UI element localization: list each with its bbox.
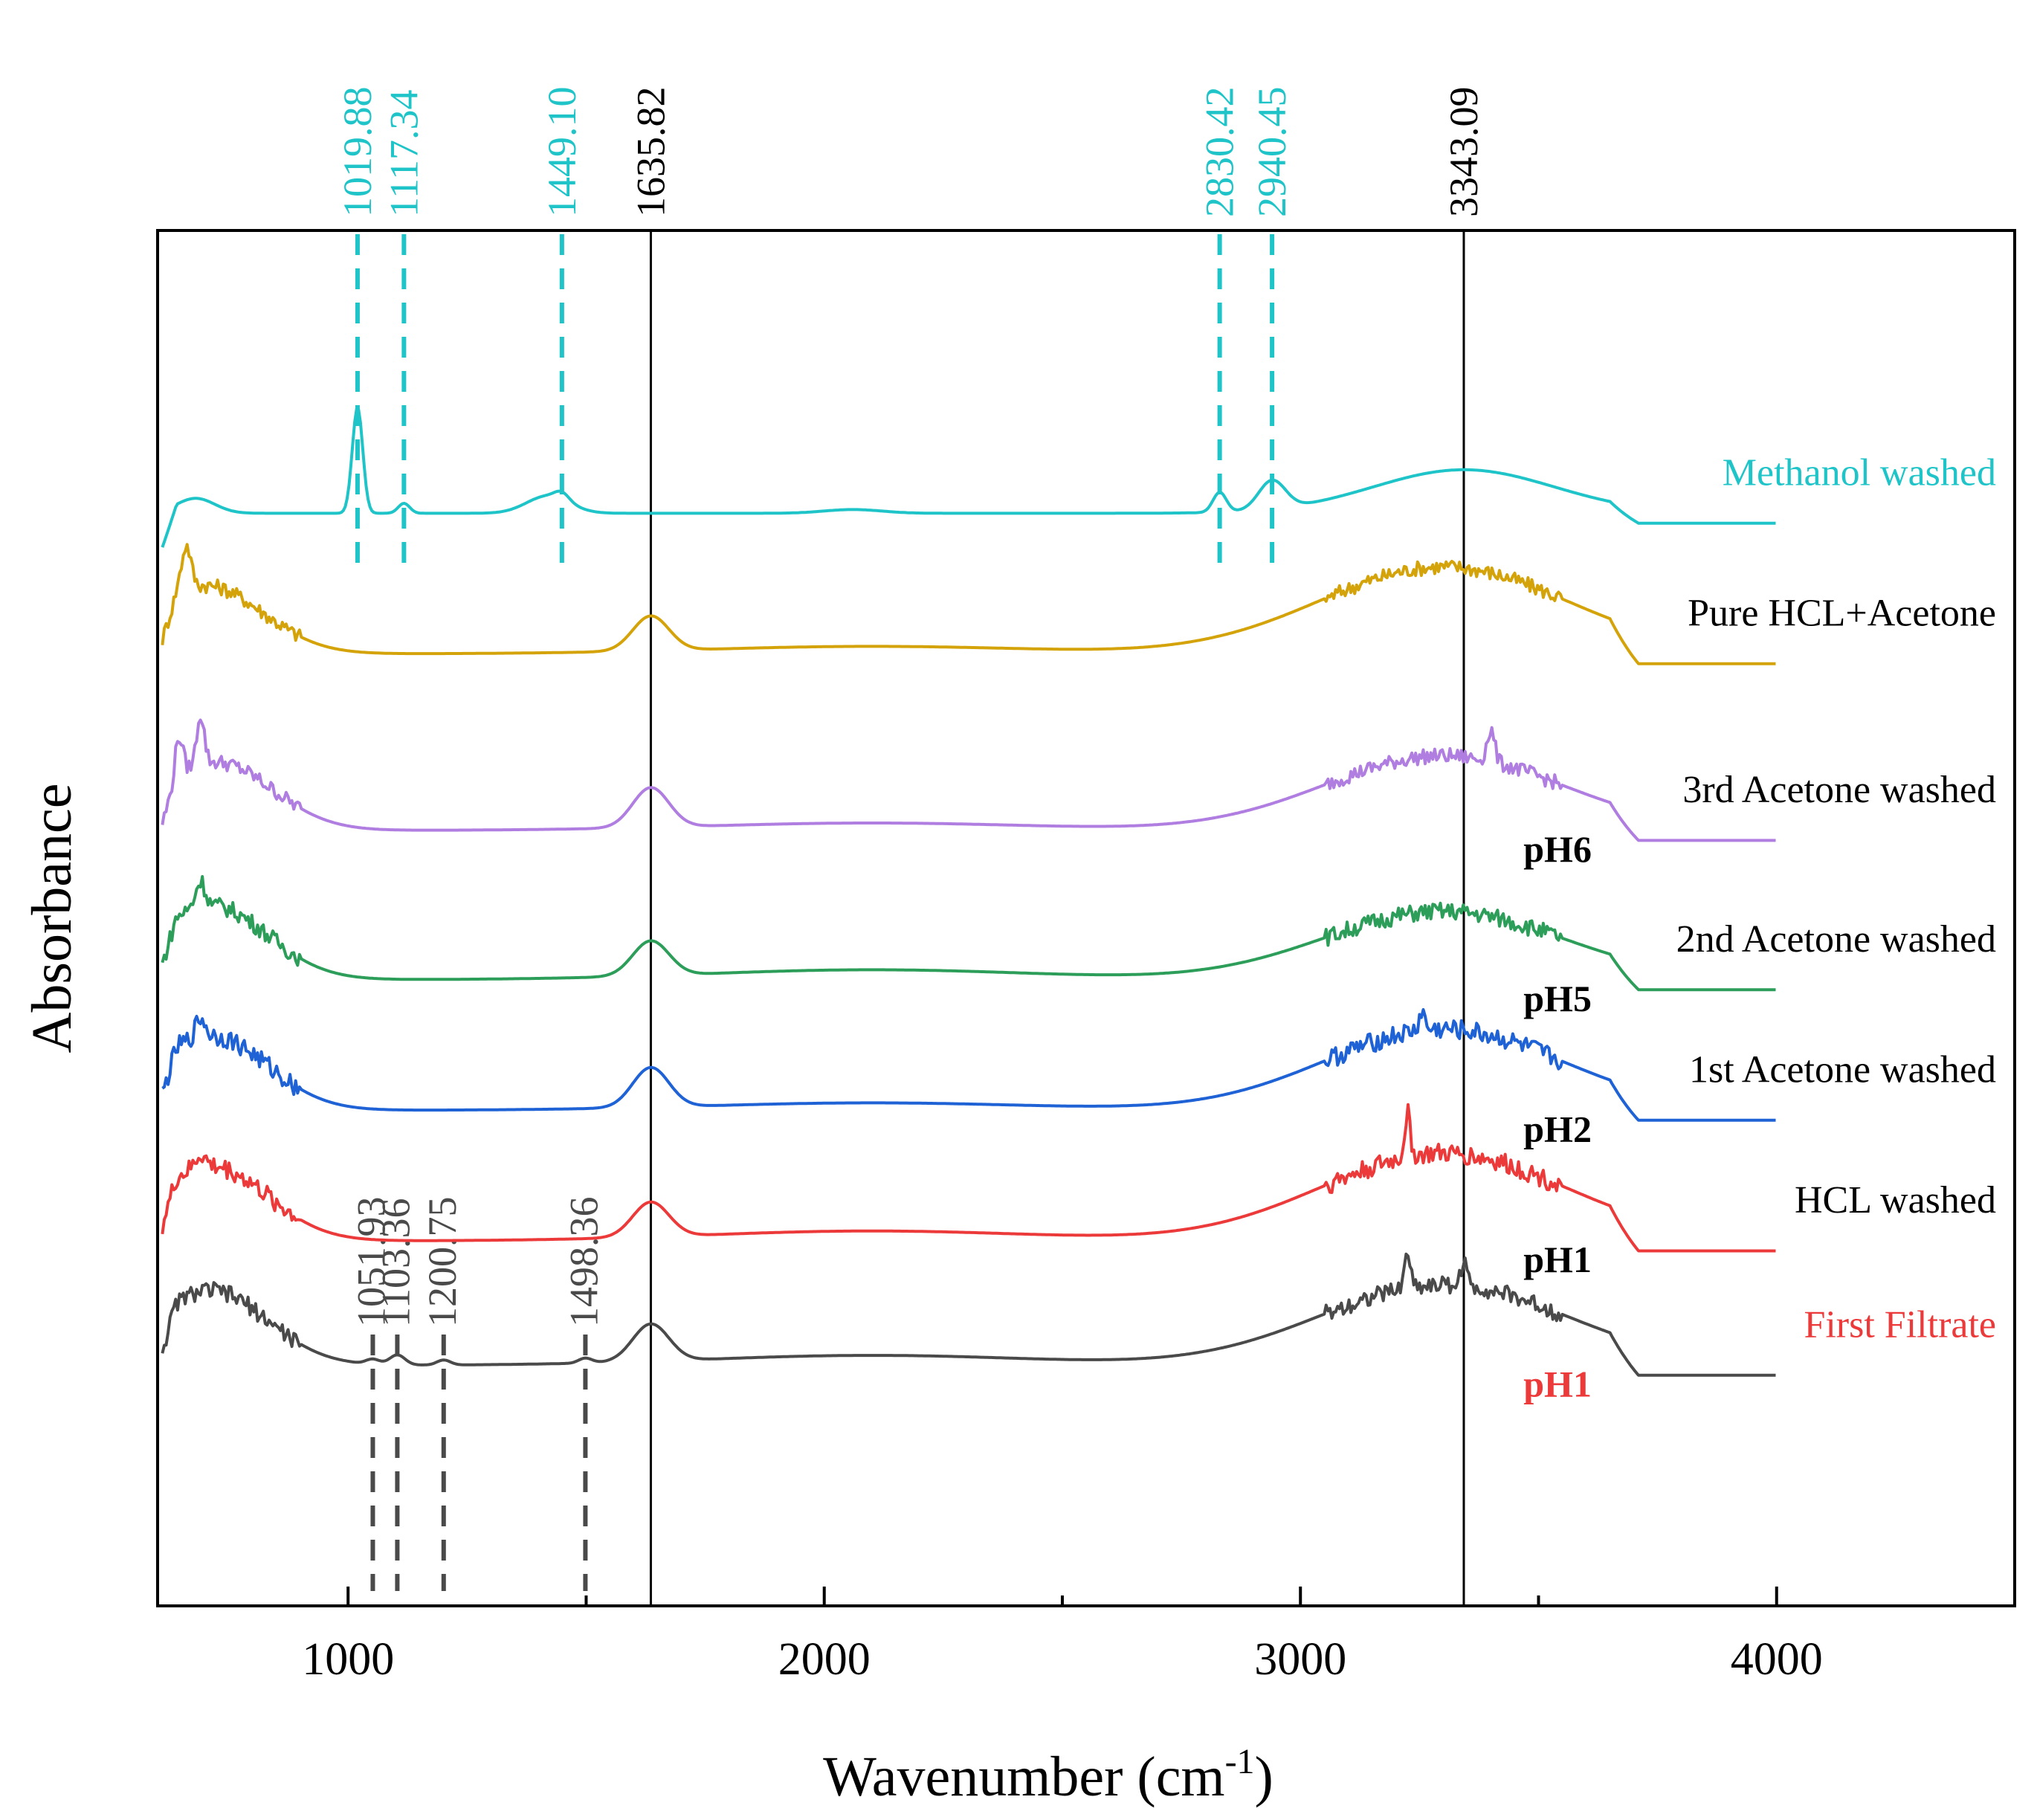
methanol-marker-label-1117-34: 1117.34	[381, 90, 426, 218]
plot-frame	[156, 229, 2016, 1607]
series-ph-label-first-filtrate: pH1	[1523, 1363, 1592, 1404]
series-ph-label-1st-acetone-washed: pH2	[1523, 1108, 1592, 1149]
series-label-2nd-acetone-washed: 2nd Acetone washed	[1676, 918, 1996, 961]
filtrate-marker-label-1498-36: 1498.36	[561, 1197, 606, 1328]
x-tick-label-1000: 1000	[302, 1634, 394, 1685]
series-line-hcl-washed	[161, 1103, 1776, 1253]
y-axis-label: Absorbance	[21, 784, 83, 1053]
series-ph-label-2nd-acetone-washed: pH5	[1523, 978, 1592, 1019]
series-line-first-filtrate	[161, 1252, 1776, 1377]
filtrate-marker-label-1103-36: 1103.36	[373, 1198, 418, 1328]
x-axis: 1000 2000 3000 4000	[302, 1587, 1823, 1685]
x-tick-label-4000: 4000	[1731, 1634, 1823, 1685]
reference-lines: 1635.82 3343.09	[628, 87, 1486, 1606]
series-label-first-filtrate: First Filtrate	[1804, 1303, 1996, 1346]
series-line-methanol-washed	[161, 407, 1776, 548]
methanol-marker-label-1449-10: 1449.10	[540, 87, 584, 218]
series-ph-label-3rd-acetone-washed: pH6	[1523, 828, 1592, 870]
series-line-1st-acetone-washed	[161, 1008, 1776, 1122]
series-label-methanol-washed: Methanol washed	[1723, 451, 1996, 494]
series-label-1st-acetone-washed: 1st Acetone washed	[1689, 1048, 1996, 1091]
series-line-pure-hcl-acetone	[161, 543, 1776, 665]
series-label-pure-hcl-acetone: Pure HCL+Acetone	[1688, 592, 1996, 634]
methanol-marker-label-1019-88: 1019.88	[335, 87, 380, 218]
x-axis-label-sup: -1	[1225, 1742, 1255, 1781]
reference-label-3343-09: 3343.09	[1442, 87, 1486, 218]
series-label-hcl-washed: HCL washed	[1795, 1179, 1996, 1222]
filtrate-marker-label-1051-93: 1051.93	[349, 1197, 393, 1328]
x-axis-label: Wavenumber (cm-1)	[823, 1742, 1273, 1808]
reference-label-1635-82: 1635.82	[628, 87, 673, 218]
methanol-marker-label-2940-45: 2940.45	[1250, 87, 1294, 218]
series-ph-label-hcl-washed: pH1	[1523, 1239, 1592, 1280]
spectra-series	[161, 407, 1776, 1377]
filtrate-marker-label-1200-75: 1200.75	[420, 1197, 465, 1328]
x-axis-label-main: Wavenumber (cm	[823, 1746, 1224, 1808]
series-label-3rd-acetone-washed: 3rd Acetone washed	[1682, 769, 1996, 811]
peak-markers: 1019.88 1117.34 1449.10 2830.42 2940.45 1051.…	[335, 87, 1294, 1591]
series-labels: Methanol washed Pure HCL+Acetone 3rd Aceto…	[1523, 451, 1996, 1404]
series-line-2nd-acetone-washed	[161, 875, 1776, 992]
x-tick-label-2000: 2000	[778, 1634, 871, 1685]
x-tick-label-3000: 3000	[1254, 1634, 1346, 1685]
methanol-marker-label-2830-42: 2830.42	[1198, 87, 1242, 218]
x-axis-label-close: )	[1255, 1746, 1273, 1808]
series-line-3rd-acetone-washed	[161, 718, 1776, 842]
